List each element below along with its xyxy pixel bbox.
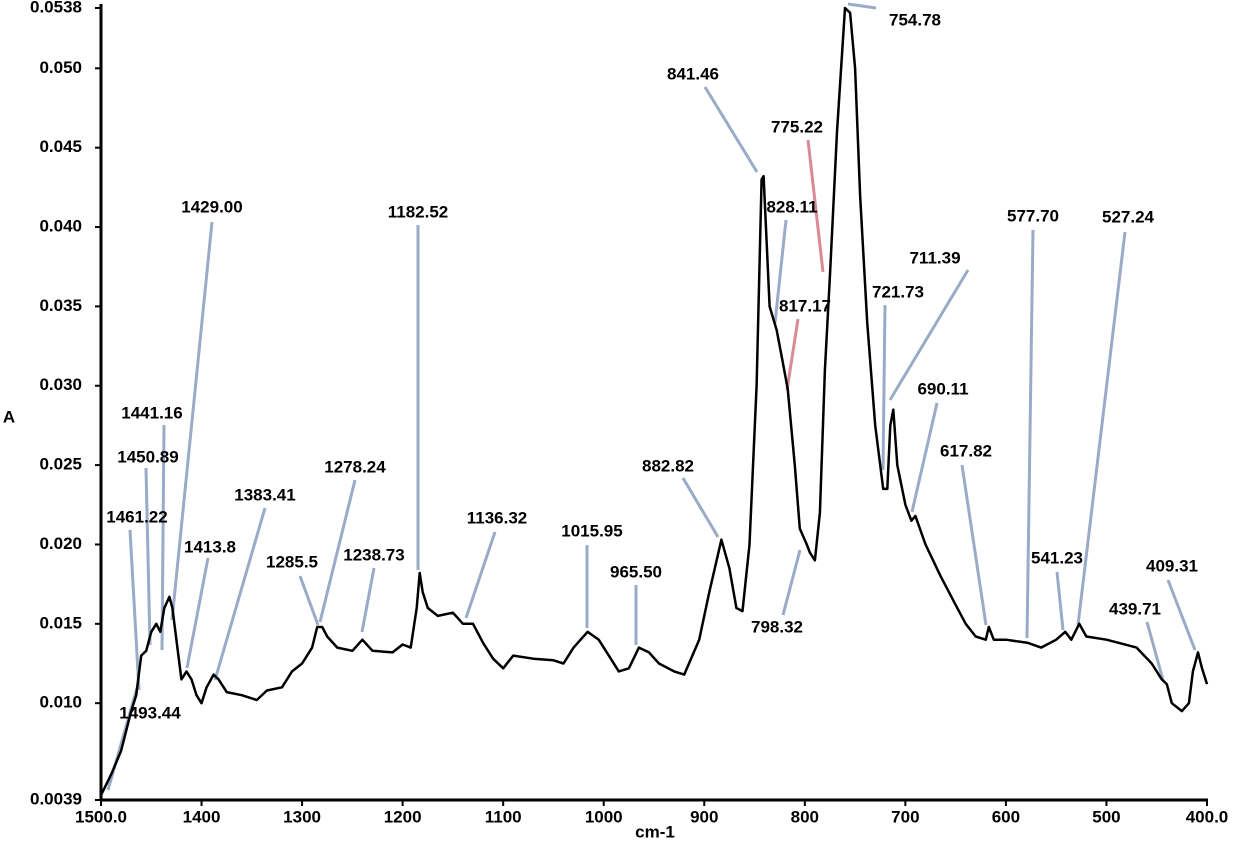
leader-line bbox=[464, 531, 497, 619]
peak-label: 1278.24 bbox=[324, 457, 386, 476]
peak-label: 439.71 bbox=[1109, 599, 1161, 618]
leader-line bbox=[806, 139, 825, 273]
y-tick-label: 0.010 bbox=[39, 693, 82, 712]
peak-label: 1450.89 bbox=[117, 447, 178, 466]
leader-line bbox=[960, 464, 988, 626]
leader-line bbox=[888, 269, 970, 401]
leader-line bbox=[785, 318, 800, 391]
leader-line bbox=[1166, 579, 1197, 651]
x-tick-label: 1100 bbox=[485, 807, 522, 826]
x-tick-label: 1400 bbox=[183, 807, 221, 826]
x-tick-label: 1500.0 bbox=[75, 807, 127, 826]
x-tick-label: 1000 bbox=[585, 807, 623, 826]
peak-label: 1461.22 bbox=[106, 507, 167, 526]
x-tick-label: 900 bbox=[690, 807, 718, 826]
y-tick-label: 0.025 bbox=[39, 455, 82, 474]
leader-line bbox=[360, 567, 376, 633]
peak-label: 841.46 bbox=[667, 64, 719, 83]
peak-label: 1136.32 bbox=[467, 508, 528, 527]
leader-line bbox=[1025, 229, 1035, 639]
peak-label: 711.39 bbox=[909, 248, 960, 267]
peak-label: 1413.8 bbox=[184, 537, 236, 556]
leader-line bbox=[144, 467, 152, 646]
x-tick-label: 400.0 bbox=[1186, 807, 1229, 826]
peak-label: 754.78 bbox=[889, 10, 941, 29]
x-tick-label: 500 bbox=[1092, 807, 1120, 826]
peak-label: 828.11 bbox=[766, 197, 817, 216]
leader-line bbox=[681, 477, 720, 538]
leader-line bbox=[781, 549, 802, 616]
y-tick-label: 0.045 bbox=[39, 137, 82, 156]
leader-line bbox=[910, 402, 939, 513]
peak-label: 798.32 bbox=[751, 617, 803, 636]
leader-line bbox=[1076, 231, 1127, 626]
peak-label: 527.24 bbox=[1102, 207, 1155, 226]
leader-line bbox=[185, 557, 210, 669]
peak-label: 1238.73 bbox=[343, 545, 404, 564]
peak-label: 721.73 bbox=[872, 282, 924, 301]
y-tick-label: 0.020 bbox=[39, 534, 82, 553]
leader-line bbox=[1055, 571, 1065, 631]
peak-label: 1429.00 bbox=[181, 197, 242, 216]
peak-label: 1182.52 bbox=[388, 202, 449, 221]
peak-label: 577.70 bbox=[1007, 206, 1059, 225]
y-axis-label: A bbox=[3, 407, 15, 426]
peak-label: 409.31 bbox=[1146, 556, 1198, 575]
spectrum-line bbox=[99, 6, 1209, 796]
peak-label: 1383.41 bbox=[234, 485, 295, 504]
peak-label: 775.22 bbox=[771, 117, 823, 136]
leader-line bbox=[773, 219, 788, 324]
y-tick-label: 0.050 bbox=[39, 58, 82, 77]
leader-line bbox=[881, 304, 887, 471]
peak-label: 1441.16 bbox=[121, 403, 182, 422]
y-tick-label: 0.015 bbox=[39, 613, 82, 632]
peak-label: 965.50 bbox=[610, 562, 662, 581]
leader-line bbox=[318, 479, 357, 623]
peak-label: 1015.95 bbox=[561, 521, 622, 540]
peak-label: 690.11 bbox=[917, 379, 968, 398]
peak-label: 882.82 bbox=[642, 456, 694, 475]
x-tick-label: 600 bbox=[992, 807, 1020, 826]
x-tick-label: 700 bbox=[891, 807, 919, 826]
x-tick-label: 800 bbox=[791, 807, 819, 826]
leader-line bbox=[1145, 621, 1165, 681]
x-tick-label: 1200 bbox=[384, 807, 422, 826]
leader-line bbox=[213, 507, 267, 681]
x-axis-label: cm-1 bbox=[635, 822, 675, 841]
leader-line bbox=[847, 2, 877, 10]
peak-label: 1285.5 bbox=[266, 552, 318, 571]
y-tick-label: 0.035 bbox=[39, 296, 82, 315]
leader-line bbox=[128, 529, 141, 691]
y-tick-label: 0.0039 bbox=[30, 789, 82, 808]
x-tick-label: 1300 bbox=[283, 807, 321, 826]
leader-line bbox=[170, 221, 214, 621]
y-tick-label: 0.030 bbox=[39, 375, 82, 394]
peak-label: 1493.44 bbox=[119, 703, 181, 722]
y-tick-label: 0.0538 bbox=[30, 0, 82, 16]
y-tick-label: 0.040 bbox=[39, 217, 82, 236]
peak-label: 617.82 bbox=[940, 441, 992, 460]
peak-label: 817.17 bbox=[779, 296, 831, 315]
leader-line bbox=[703, 86, 759, 173]
leader-line bbox=[298, 575, 320, 626]
peak-label: 541.23 bbox=[1031, 548, 1083, 567]
